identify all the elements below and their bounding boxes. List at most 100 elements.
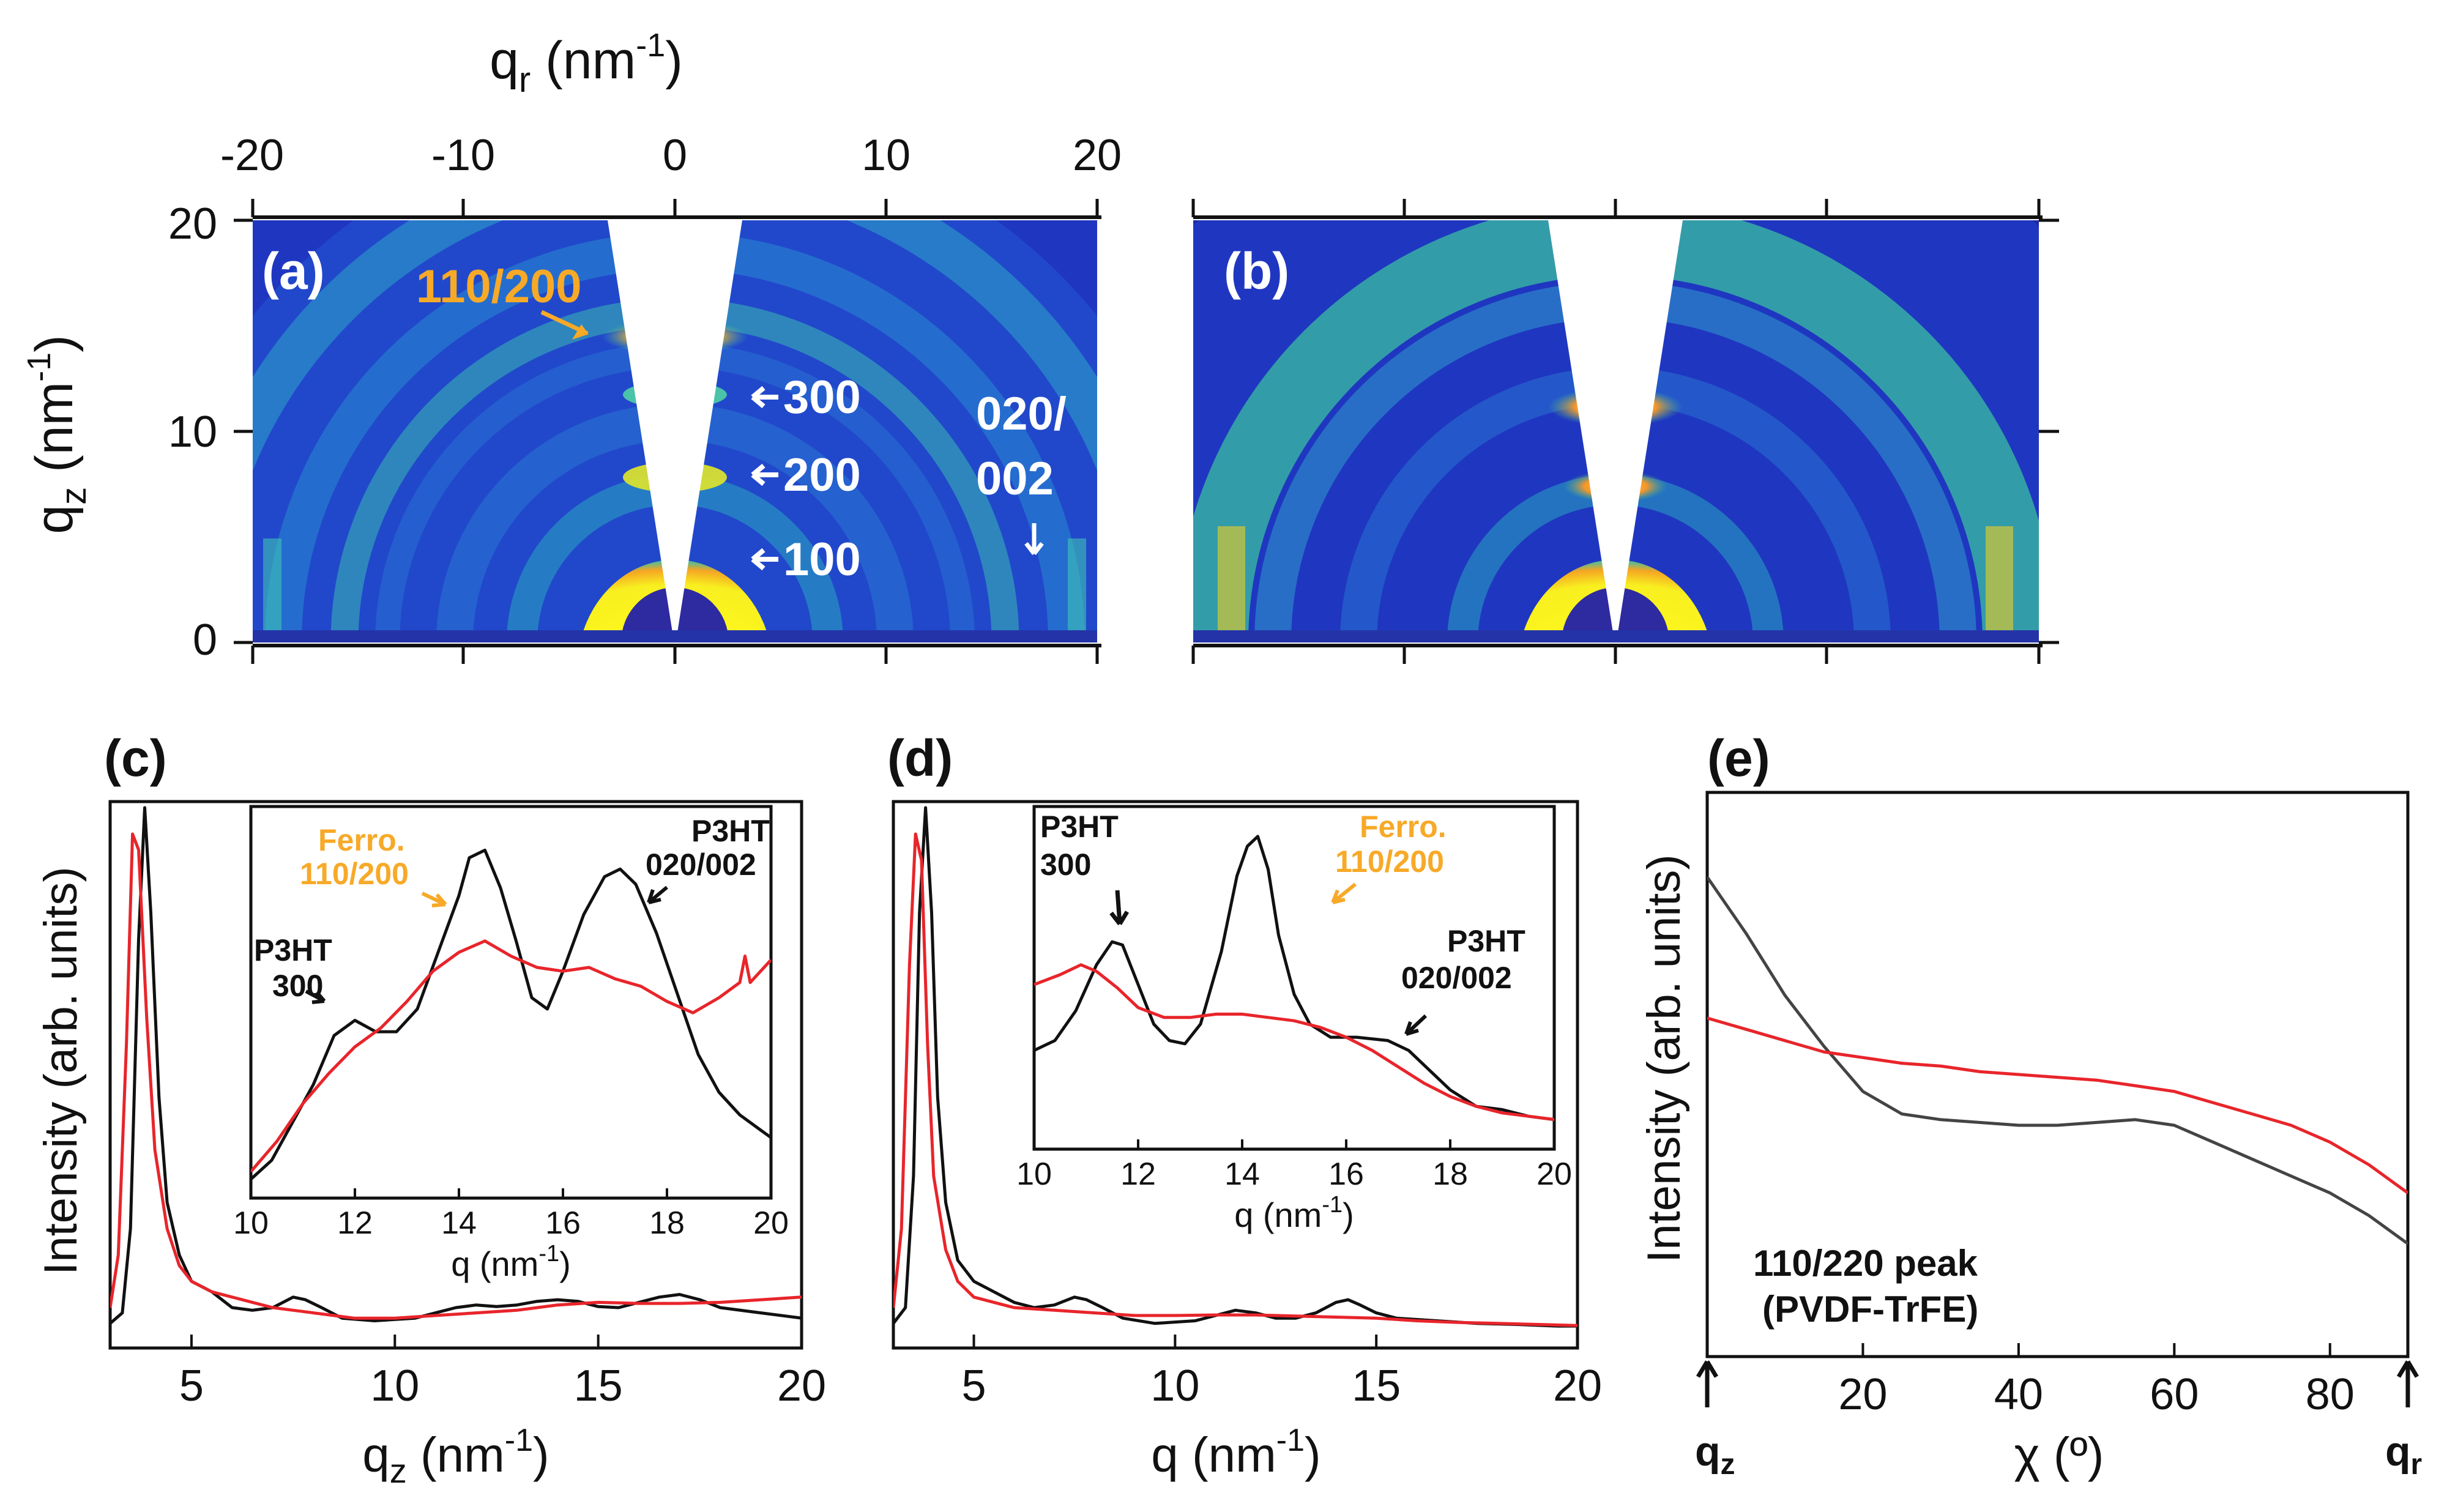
e-x-tick-label: 20: [1838, 1370, 1887, 1419]
c-inset-x-tick-label: 18: [649, 1205, 685, 1241]
qz-axis-title: qz (nm-1): [21, 335, 94, 534]
panel-c: (c) Intensity (arb. units) 5 10 15 20 qz (n…: [35, 729, 826, 1490]
d-x-tick-label: 15: [1352, 1361, 1401, 1410]
tick-label-qz: 20: [168, 199, 217, 248]
panel-d: (d) 5 10 15 20 q (nm-1) 10 12 14 16 18 20 q (nm-…: [887, 729, 1602, 1482]
inset-annotation-110-200-c: 110/200: [300, 857, 409, 891]
inset-x-axis-title-c: q (nm-1): [451, 1241, 571, 1283]
heatmap-a-missing-wedge: [608, 220, 742, 636]
d-inset-x-tick-label: 20: [1536, 1156, 1572, 1192]
panel-label-c: (c): [104, 729, 167, 787]
tick-label-qr: 20: [1073, 131, 1122, 180]
heatmap-a-streak: [1068, 538, 1086, 636]
c-inset-x-tick-label: 10: [233, 1205, 269, 1241]
d-x-tick-label: 10: [1150, 1361, 1199, 1410]
heatmap-b-streak: [1986, 526, 2013, 639]
inset-annotation-110-200-d: 110/200: [1335, 844, 1444, 879]
annotation-material-e: (PVDF-TrFE): [1762, 1289, 1978, 1330]
e-x-tick-label: 80: [2306, 1370, 2355, 1419]
inset-annotation-ferro-d: Ferro.: [1360, 810, 1447, 844]
annotation-300: 300: [783, 371, 861, 423]
arrow-100: [751, 548, 778, 571]
d-inset-series-black: [1034, 835, 1554, 1122]
arrow-020-002: [1024, 523, 1044, 556]
x-ticks-d: 5 10 15 20: [962, 1335, 1602, 1410]
inset-arrow-110-200-c: [421, 892, 447, 907]
panel-label-a: (a): [262, 242, 325, 300]
inset-frame-d: [1032, 805, 1556, 1151]
inset-x-ticks-d: 10 12 14 16 18 20: [1016, 1139, 1572, 1192]
qr-axis-title: qr (nm-1): [490, 27, 683, 100]
arrow-110-200-head: [572, 324, 589, 340]
inset-annotation-300-d: 300: [1040, 847, 1091, 882]
x-axis-title-e: χ (º): [2014, 1428, 2104, 1482]
c-inset-x-tick-label: 14: [441, 1205, 477, 1241]
annotation-100: 100: [783, 534, 861, 586]
panel-label-b: (b): [1224, 242, 1289, 300]
plot-frame-c: [108, 800, 803, 1350]
annotation-110-200: 110/200: [416, 261, 582, 313]
annotation-020: 020/: [976, 388, 1067, 440]
inset-arrow-300-c: [305, 989, 326, 1004]
d-inset-x-tick-label: 14: [1224, 1156, 1260, 1192]
y-axis-title-c: Intensity (arb. units): [35, 866, 87, 1275]
x-ticks-c: 5 10 15 20: [179, 1335, 826, 1410]
inset-series-group-c: [251, 848, 771, 1180]
annotation-200: 200: [783, 449, 861, 501]
panel-b-heatmap: (b): [1191, 199, 2059, 664]
tick-label-qr: 10: [862, 131, 911, 180]
inset-series-group-d: [1034, 835, 1554, 1122]
inset-annotation-020-002-d: 020/002: [1401, 961, 1512, 995]
d-x-tick-label: 20: [1553, 1361, 1602, 1410]
heatmap-a-streak: [263, 538, 281, 636]
e-series-black: [1707, 876, 2408, 1245]
c-x-tick-label: 20: [777, 1361, 826, 1410]
e-x-tick-label: 40: [1994, 1370, 2043, 1419]
panel-e: (e) Intensity (arb. units) 20 40 60 80 χ (º…: [1638, 729, 2422, 1482]
series-group-d: [893, 806, 1577, 1328]
qz-arrow-e: [1696, 1360, 1719, 1407]
c-series-red: [110, 832, 802, 1320]
inset-x-ticks-c: 10 12 14 16 18 20: [233, 1188, 789, 1241]
d-inset-x-tick-label: 10: [1016, 1156, 1052, 1192]
qz-tick-labels: 0 10 20: [168, 199, 217, 665]
annotation-002: 002: [976, 453, 1054, 505]
c-inset-series-red: [251, 939, 771, 1173]
inset-arrow-020-002-d: [1404, 1014, 1428, 1036]
d-series-red: [893, 832, 1577, 1327]
panel-a-heatmap: (a) 110/200 300 200 100 020/ 002: [234, 199, 1101, 664]
d-x-tick-label: 5: [962, 1361, 986, 1410]
series-group-e: [1707, 876, 2408, 1245]
qr-tick-labels: -20 -10 0 10 20: [220, 131, 1122, 180]
heatmap-b-missing-wedge: [1548, 220, 1683, 636]
panel-label-d: (d): [887, 729, 953, 787]
c-inset-x-tick-label: 16: [545, 1205, 581, 1241]
plot-frame-e: [1705, 791, 2410, 1358]
d-inset-x-tick-label: 16: [1328, 1156, 1364, 1192]
x-axis-title-d: q (nm-1): [1151, 1423, 1320, 1482]
panel-label-e: (e): [1707, 729, 1770, 787]
tick-label-qz: 10: [168, 408, 217, 456]
e-series-red: [1707, 1016, 2408, 1194]
y-axis-title-e: Intensity (arb. units): [1638, 854, 1690, 1262]
x-axis-title-c: qz (nm-1): [362, 1423, 549, 1490]
tick-label-qz: 0: [193, 616, 217, 665]
tick-label-qr: -10: [431, 131, 495, 180]
plot-frame-d: [892, 800, 1579, 1350]
inset-arrow-300-d: [1109, 890, 1130, 926]
tick-label-qr: -20: [220, 131, 284, 180]
ticks-b: [1191, 199, 2059, 664]
inset-arrow-020-002-c: [647, 885, 668, 904]
tick-label-qr: 0: [663, 131, 687, 180]
ticks-a: [234, 199, 1099, 664]
x-ticks-e: 20 40 60 80: [1838, 1343, 2355, 1419]
c-inset-series-black: [251, 848, 771, 1180]
qz-end-label-e: qz: [1695, 1428, 1735, 1481]
heatmap-b-horizon: [1193, 630, 2039, 642]
inset-annotation-p3ht-d-1: P3HT: [1040, 810, 1119, 844]
inset-frame-c: [249, 805, 773, 1200]
inset-arrow-110-200-d: [1331, 882, 1357, 904]
c-x-tick-label: 5: [179, 1361, 204, 1410]
arrow-300: [751, 385, 778, 409]
